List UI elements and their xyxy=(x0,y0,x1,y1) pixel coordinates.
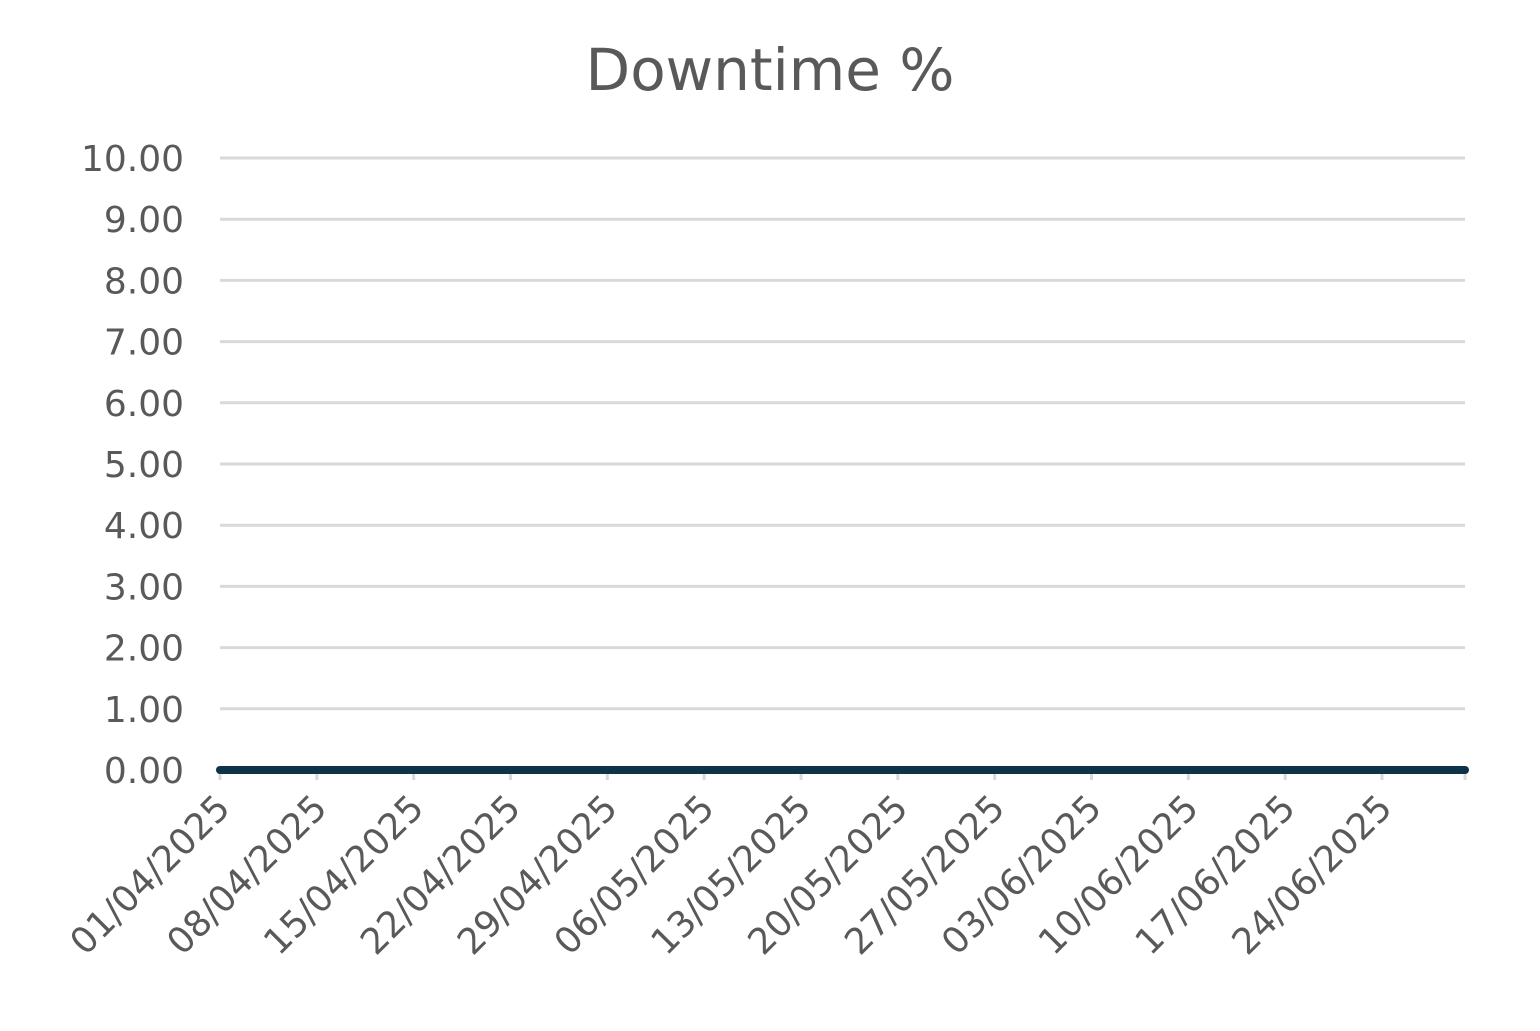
y-axis-labels: 0.00 1.00 2.00 3.00 4.00 5.00 6.00 7.00 8.00 9.00… xyxy=(81,139,184,792)
y-tick-label: 0.00 xyxy=(104,751,184,792)
y-tick-label: 6.00 xyxy=(104,384,184,425)
y-tick-label: 4.00 xyxy=(104,506,184,547)
x-axis-labels: 01/04/202508/04/202515/04/202522/04/2025… xyxy=(63,787,1401,963)
y-tick-label: 1.00 xyxy=(104,690,184,731)
y-tick-label: 9.00 xyxy=(104,200,184,241)
y-tick-label: 8.00 xyxy=(104,261,184,302)
y-tick-label: 7.00 xyxy=(104,323,184,364)
chart-title: Downtime % xyxy=(586,36,955,104)
y-tick-label: 3.00 xyxy=(104,567,184,608)
y-tick-label: 10.00 xyxy=(81,139,184,180)
y-tick-label: 5.00 xyxy=(104,445,184,486)
y-tick-label: 2.00 xyxy=(104,629,184,670)
gridlines xyxy=(220,156,1465,711)
